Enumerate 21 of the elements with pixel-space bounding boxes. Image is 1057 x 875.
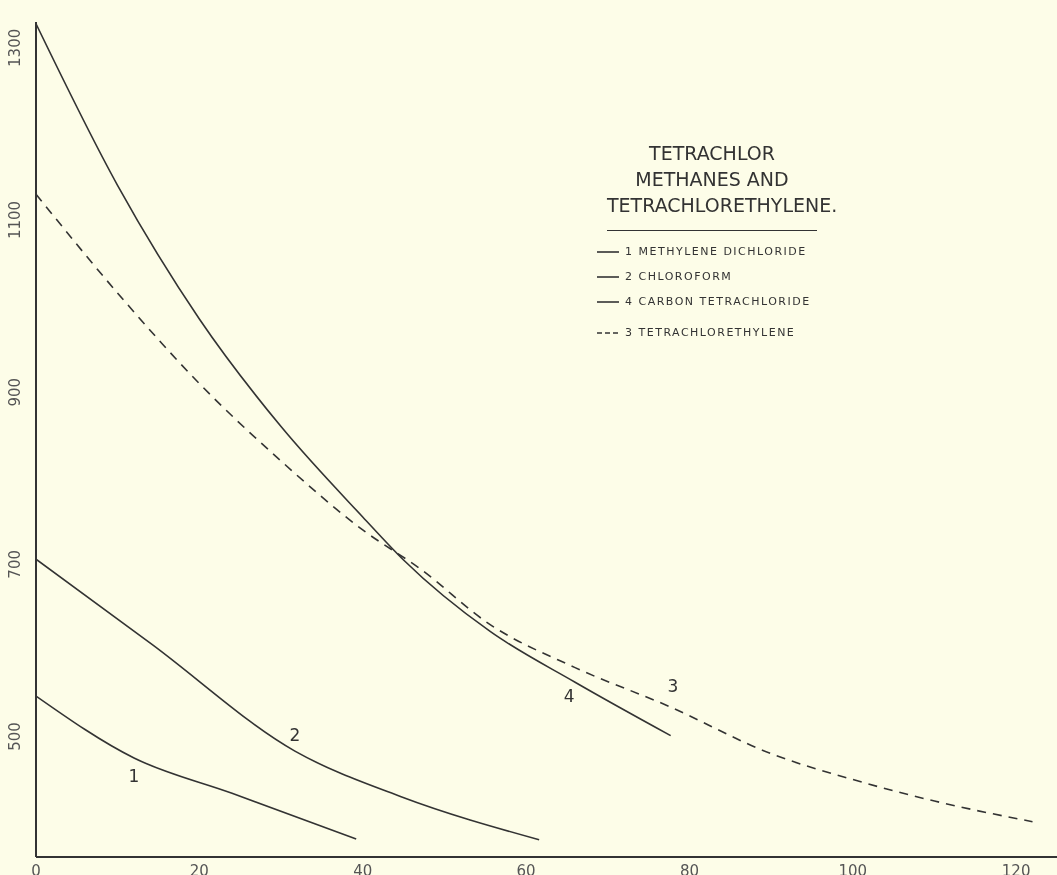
annotation: 4 — [563, 686, 575, 707]
annotation: 3 — [667, 676, 679, 697]
legend-label: 2 CHLOROFORM — [624, 270, 734, 283]
legend-label: 1 METHYLENE DICHLORIDE — [624, 245, 808, 258]
x-tick-label: 20 — [189, 861, 209, 875]
x-tick-label: 120 — [1001, 861, 1031, 875]
y-tick-label: 1300 — [6, 28, 24, 67]
x-tick-label: 40 — [353, 861, 373, 875]
legend-label: 4 CARBON TETRACHLORIDE — [624, 295, 812, 308]
annotation: 2 — [289, 725, 301, 746]
text: TETRACHLOR METHANES AND TETRACHLORETHYLENE. — [607, 141, 838, 218]
x-tick-label: 60 — [516, 861, 536, 875]
x-tick-label: 80 — [679, 861, 699, 875]
x-tick-label: 100 — [838, 861, 868, 875]
legend-label: 3 TETRACHLORETHYLENE — [624, 326, 797, 339]
y-tick-label: 500 — [6, 722, 24, 751]
y-tick-label: 1100 — [6, 200, 24, 240]
annotation: 1 — [128, 766, 140, 787]
y-tick-label: 700 — [6, 550, 24, 579]
x-tick-label: 0 — [31, 861, 41, 875]
y-tick-label: 900 — [6, 377, 24, 407]
